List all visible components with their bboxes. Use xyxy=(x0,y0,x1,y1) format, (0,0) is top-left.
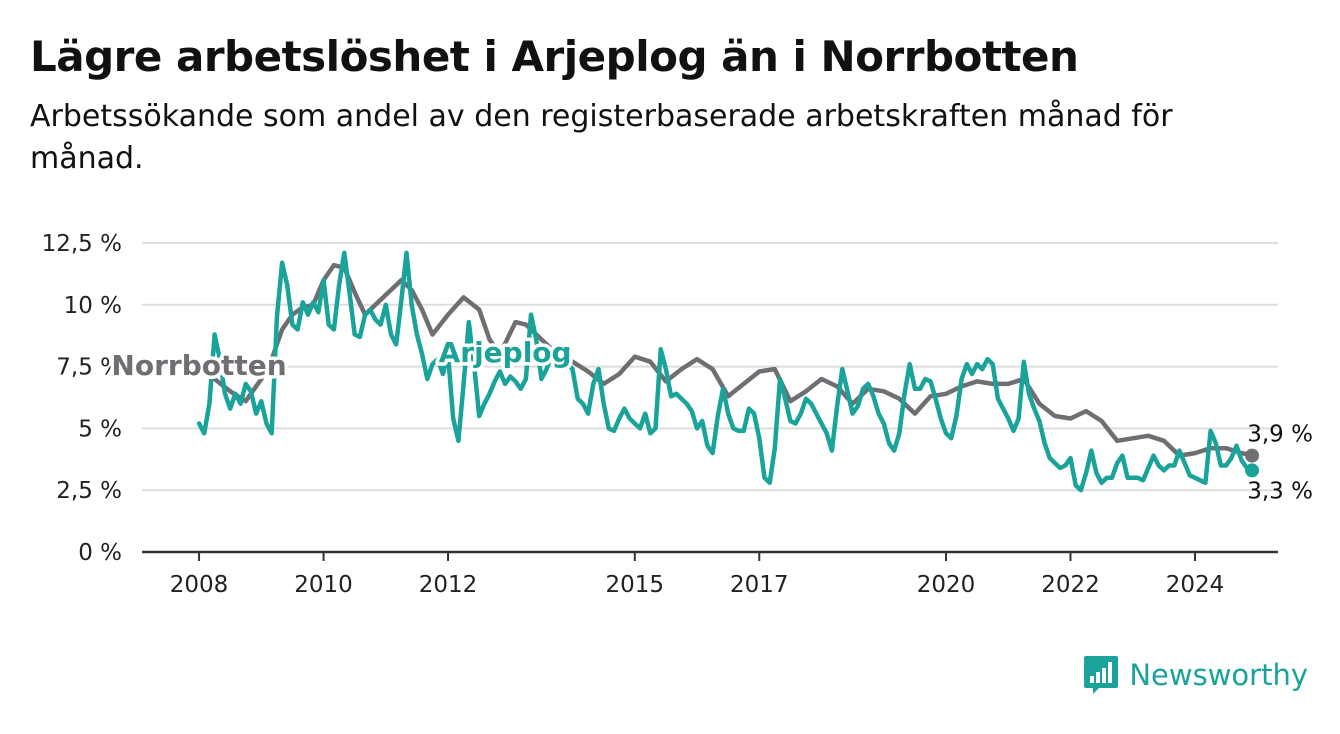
series-line-norrbotten xyxy=(196,262,1255,458)
series-labels: Norrbotten 3,9 % Arjeplog 3,3 % xyxy=(108,332,1313,504)
series-label-norrbotten: Norrbotten xyxy=(111,349,286,382)
chart-title: Lägre arbetslöshet i Arjeplog än i Norrb… xyxy=(30,32,1079,81)
end-label-arjeplog: 3,3 % xyxy=(1247,478,1313,504)
end-label-norrbotten: 3,9 % xyxy=(1247,422,1313,448)
chart-subtitle: Arbetssökande som andel av den registerb… xyxy=(30,99,1173,176)
y-tick-label: 0 % xyxy=(78,540,122,566)
x-tick-label: 2017 xyxy=(730,572,789,598)
bar-chart-logo-icon xyxy=(1084,656,1119,694)
y-tick-label: 12,5 % xyxy=(42,231,122,257)
brand-logo: Newsworthy xyxy=(1083,654,1308,696)
x-tick-label: 2024 xyxy=(1166,572,1225,598)
y-tick-label: 2,5 % xyxy=(56,478,122,504)
y-tick-label: 7,5 % xyxy=(56,355,122,381)
grid-lines xyxy=(142,242,1278,554)
x-tick-label: 2008 xyxy=(170,572,229,598)
x-tick-label: 2012 xyxy=(419,572,478,598)
y-tick-label: 5 % xyxy=(78,416,122,442)
end-point-norrbotten xyxy=(1245,448,1260,463)
x-tick-label: 2015 xyxy=(606,572,665,598)
x-tick-label: 2010 xyxy=(294,572,353,598)
x-tick-label: 2020 xyxy=(917,572,976,598)
brand-name: Newsworthy xyxy=(1129,658,1308,692)
series-lines xyxy=(196,250,1260,493)
series-label-arjeplog: Arjeplog xyxy=(439,336,572,369)
series-line-arjeplog xyxy=(196,250,1255,493)
x-axis-ticks: 2008 2010 2012 2015 2017 2020 2022 2024 xyxy=(170,552,1224,598)
x-tick-label: 2022 xyxy=(1041,572,1100,598)
y-tick-label: 10 % xyxy=(64,293,122,319)
end-point-arjeplog xyxy=(1245,463,1260,478)
y-axis-ticks: 0 % 2,5 % 5 % 7,5 % 10 % 12,5 % xyxy=(42,231,122,566)
